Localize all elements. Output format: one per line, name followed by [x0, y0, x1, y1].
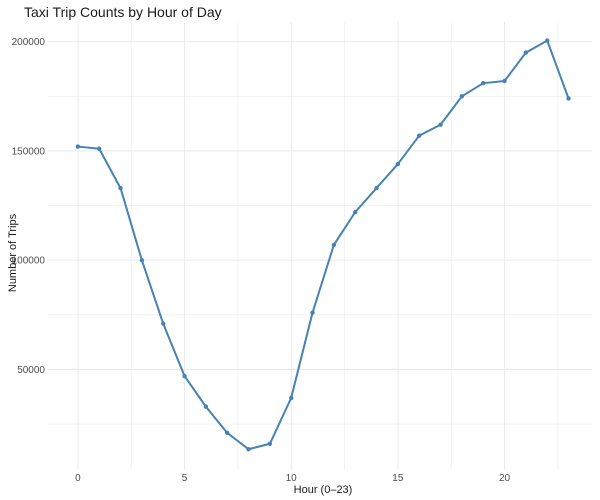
- data-point: [481, 80, 486, 86]
- x-tick-label: 15: [392, 473, 404, 484]
- data-point: [267, 441, 273, 446]
- data-point: [502, 78, 507, 84]
- x-tick-labels: 0 5 10 15 20: [75, 473, 510, 484]
- data-point: [97, 146, 102, 151]
- data-point: [523, 50, 529, 55]
- minor-grid: [48, 22, 592, 470]
- data-point: [566, 96, 571, 101]
- data-point: [118, 185, 123, 191]
- data-point: [161, 321, 166, 326]
- x-tick-label: 5: [182, 473, 188, 484]
- y-tick-label: 50000: [17, 365, 45, 376]
- x-axis-title: Hour (0–23): [294, 484, 353, 496]
- series-points: [75, 38, 571, 452]
- data-point: [545, 38, 550, 43]
- data-point: [417, 133, 422, 138]
- data-point: [139, 258, 145, 263]
- data-point: [438, 122, 443, 127]
- y-tick-label: 100000: [12, 256, 46, 267]
- data-point: [374, 185, 379, 191]
- data-point: [203, 404, 209, 409]
- data-point: [246, 447, 251, 452]
- x-tick-label: 0: [75, 473, 81, 484]
- x-tick-label: 20: [499, 473, 511, 484]
- data-point: [182, 373, 187, 379]
- data-point: [310, 310, 315, 315]
- y-axis-title: Number of Trips: [7, 213, 19, 292]
- series-lines: [77, 39, 570, 451]
- data-point: [289, 395, 294, 401]
- data-point: [331, 242, 337, 248]
- data-point: [353, 209, 358, 215]
- series-line: [77, 39, 570, 451]
- y-tick-label: 150000: [12, 146, 46, 157]
- data-point: [225, 430, 230, 436]
- major-grid: [48, 22, 592, 470]
- data-point: [75, 144, 81, 149]
- data-point: [459, 94, 465, 99]
- data-point: [395, 161, 401, 167]
- y-tick-labels: 50000 100000 150000 200000: [12, 37, 46, 376]
- chart-title: Taxi Trip Counts by Hour of Day: [24, 4, 222, 20]
- y-tick-label: 200000: [12, 37, 46, 48]
- x-tick-label: 10: [286, 473, 298, 484]
